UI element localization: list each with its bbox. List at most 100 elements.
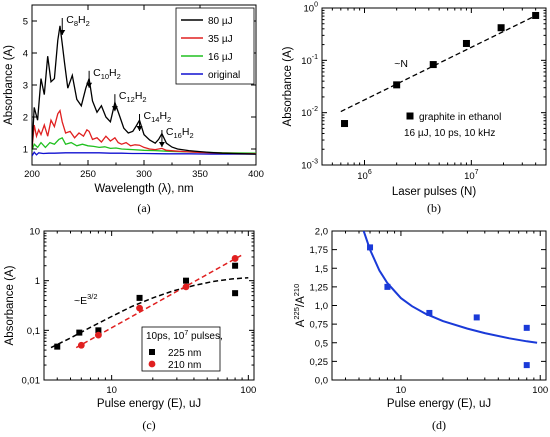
panel-d-y-tick-label: 1,25 xyxy=(310,282,329,293)
panel-c-data-point-225 xyxy=(136,294,143,301)
panel-c-x-tick-label: 100 xyxy=(240,385,256,396)
panel-b-data-point xyxy=(462,39,470,47)
panel-a-annotation-tail: H xyxy=(78,14,86,26)
panel-d-plot-area xyxy=(362,231,538,344)
panel-c-annotation-exponent: 3/2 xyxy=(87,292,97,301)
panel-d-ylabel-exp1: 225 xyxy=(292,307,301,320)
panel-a-legend-label: 16 µJ xyxy=(208,52,233,63)
panel-c-legend-title-base: 10ps, 10 xyxy=(146,331,185,342)
panel-a-annotation-label: C14H2 xyxy=(144,110,172,124)
panel-a-annotation-base: C xyxy=(66,14,74,26)
panel-a-annotation-m: 2 xyxy=(167,115,171,124)
panel-c-data-point-210 xyxy=(77,341,85,349)
panel-b-data-point xyxy=(532,11,540,19)
panel-c-y-tick-label: 10 xyxy=(29,227,40,238)
panel-a-annotation-tail: H xyxy=(182,126,190,138)
panel-a-y-tick-label: 1 xyxy=(23,145,28,156)
panel-a-x-tick-label: 400 xyxy=(248,169,264,180)
panel-c-data-point-210 xyxy=(94,331,102,339)
panel-c-data-point-210 xyxy=(136,304,143,312)
panel-d-ylabel-sep: /A xyxy=(295,296,307,307)
panel-c-data-point-225 xyxy=(76,329,83,336)
panel-a-y-tick-label: 3 xyxy=(23,81,28,92)
panel-b-legend-note: 16 µJ, 10 ps, 10 kHz xyxy=(404,128,495,139)
panel-c-x-axis-label: Pulse energy (E), uJ xyxy=(97,398,201,410)
panel-d-y-tick-label: 0,0 xyxy=(315,376,328,387)
panel-b-y-tick-label: 10-1 xyxy=(301,54,318,67)
series-line-original xyxy=(32,151,256,157)
panel-c-data-point-225 xyxy=(232,262,239,269)
panel-a-y-axis-label: Absorbance (A) xyxy=(3,45,15,125)
panel-d-caption: (d) xyxy=(432,418,446,432)
panel-a-legend-label: original xyxy=(208,70,240,81)
panel-a-annotation-arrowhead xyxy=(158,142,165,147)
panel-a-annotation-label: C16H2 xyxy=(166,126,194,140)
panel-a-annotation-n: 10 xyxy=(101,72,109,81)
panel-d-y-tick-label: 0,25 xyxy=(310,357,329,368)
panel-c-legend-marker-225 xyxy=(149,349,155,355)
panel-c-axes-frame xyxy=(43,230,255,381)
panel-b-y-tick-label: 100 xyxy=(304,2,319,15)
panel-d-y-tick-label: 1,0 xyxy=(315,301,328,312)
panel-c-caption: (c) xyxy=(142,418,155,432)
panel-a-annotation-tail: H xyxy=(109,67,117,79)
panel-d-y-tick-label: 2,0 xyxy=(315,227,328,238)
panel-d-data-point xyxy=(426,309,433,316)
panel-c-y-axis-label: Absorbance (A) xyxy=(4,265,16,345)
panel-b-legend: graphite in ethanol 16 µJ, 10 ps, 10 kHz xyxy=(404,112,501,139)
panel-c-annotation-base: ~E xyxy=(74,295,87,307)
panel-d-y-axis-label: A225/A210 xyxy=(292,284,307,328)
panel-d-ylabel-exp2: 210 xyxy=(292,284,301,297)
panel-c-data-point-225 xyxy=(95,327,102,334)
panel-c-data-point-210 xyxy=(182,283,190,291)
panel-c-data-point-210 xyxy=(231,255,239,262)
panel-c-y-tick-label: 0,1 xyxy=(27,326,40,337)
panel-d-y-tick-label: 1,75 xyxy=(310,245,329,256)
panel-c-legend-title-exp: 7 xyxy=(184,330,188,337)
panel-a-annotation-label: C12H2 xyxy=(119,90,147,104)
panel-d-y-tick-label: 0,5 xyxy=(315,338,328,349)
panel-d-y-tick-label: 0,75 xyxy=(310,320,329,331)
panel-b-y-tick-label-exp: 0 xyxy=(314,2,318,9)
panel-c-fit-curve-225 xyxy=(50,276,249,349)
panel-a-x-tick-label: 200 xyxy=(24,169,40,180)
panel-b-data-point xyxy=(393,81,401,89)
panel-b-caption: (b) xyxy=(427,201,441,215)
panel-a-annotation-base: C xyxy=(166,126,174,138)
panel-b-y-tick-label-base: 10 xyxy=(304,4,315,15)
series-line-80j xyxy=(32,25,256,155)
panel-b-y-tick-label-base: 10 xyxy=(301,108,312,119)
panel-a-annotation-m: 2 xyxy=(142,95,146,104)
panel-a-annotation-m: 2 xyxy=(117,72,121,81)
panel-a-annotation-tail: H xyxy=(135,90,143,102)
panel-b-legend-label: graphite in ethanol xyxy=(419,112,501,123)
panel-c-data-point-225 xyxy=(232,290,239,297)
panel-c-x-tick-label: 10 xyxy=(106,385,117,396)
panel-a-annotation-n: 12 xyxy=(126,95,134,104)
panel-b-legend-marker xyxy=(406,112,414,120)
panel-b-y-tick-label-exp: -3 xyxy=(312,159,318,166)
panel-a-annotation-n: 16 xyxy=(174,131,182,140)
panel-b-x-tick-label-base: 10 xyxy=(464,171,475,182)
panel-b-x-tick-label-exp: 6 xyxy=(368,169,372,176)
panel-c-legend-title: 10ps, 107 pulses, xyxy=(146,330,223,342)
panel-b-axes-frame xyxy=(321,7,547,166)
panel-b-y-axis-label: Absorbance (A) xyxy=(282,46,294,126)
panel-b-x-tick-label-exp: 7 xyxy=(475,169,479,176)
panel-d-data-point xyxy=(384,283,391,290)
panel-d-x-axis-label: Pulse energy (E), uJ xyxy=(387,398,491,410)
panel-b-x-tick-label-base: 10 xyxy=(357,171,368,182)
panel-a-legend-label: 35 µJ xyxy=(208,34,233,45)
panel-a-y-tick-label: 5 xyxy=(23,17,28,28)
panel-b-y-tick-label: 10-3 xyxy=(301,159,318,172)
panel-a-x-tick-label: 250 xyxy=(80,169,96,180)
panel-d-ylabel-a1: A xyxy=(295,319,307,327)
panel-a-annotation-base: C xyxy=(119,90,127,102)
panel-c: 10 100 0,01 0,1 1 10 10ps, 107 pulses, 225 nm2… xyxy=(4,227,256,433)
panel-a-legend: 80 µJ 35 µJ 16 µJ original xyxy=(175,7,255,85)
panel-c-legend-title-tail: pulses, xyxy=(188,331,222,342)
panel-b-x-axis-label: Laser pulses (N) xyxy=(392,186,477,198)
